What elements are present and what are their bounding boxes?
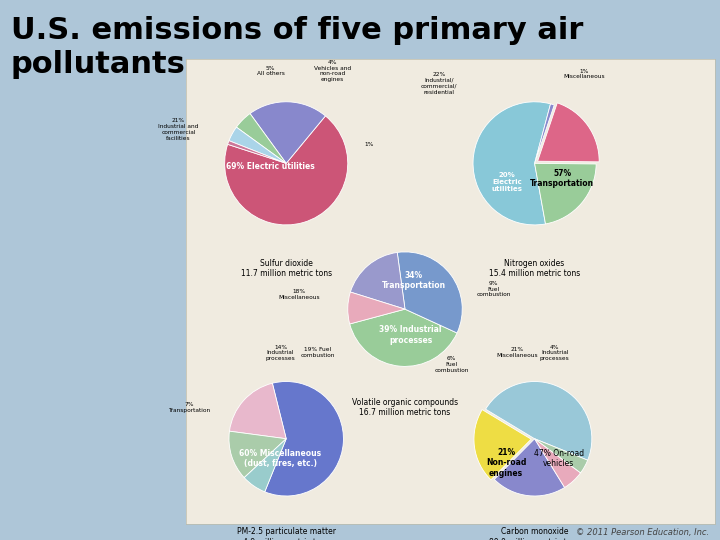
Text: 20%
Electric
utilities: 20% Electric utilities (491, 172, 523, 192)
Wedge shape (229, 431, 287, 478)
Wedge shape (534, 163, 596, 224)
Text: 57%
Transportation: 57% Transportation (530, 169, 595, 188)
Wedge shape (236, 113, 287, 163)
Wedge shape (495, 438, 564, 496)
Wedge shape (351, 252, 405, 309)
Wedge shape (228, 141, 287, 163)
Text: Carbon monoxide
80.0 million metric tons: Carbon monoxide 80.0 million metric tons (489, 528, 580, 540)
Text: 47% On-road
vehicles: 47% On-road vehicles (534, 449, 584, 469)
Wedge shape (229, 127, 287, 163)
Text: 19% Fuel
combustion: 19% Fuel combustion (300, 348, 335, 359)
Text: 4%
Vehicles and
non-road
engines: 4% Vehicles and non-road engines (314, 60, 351, 82)
Text: 34%
Transportation: 34% Transportation (382, 271, 446, 290)
Wedge shape (474, 410, 531, 480)
Wedge shape (244, 438, 287, 492)
Text: 1%
Miscellaneous: 1% Miscellaneous (563, 69, 605, 79)
Wedge shape (485, 382, 592, 460)
Wedge shape (225, 116, 348, 225)
Text: © 2011 Pearson Education, Inc.: © 2011 Pearson Education, Inc. (576, 528, 709, 537)
Text: 4%
Industrial
processes: 4% Industrial processes (540, 345, 570, 361)
Text: PM-2.5 particulate matter
4.9 million metric tons: PM-2.5 particulate matter 4.9 million me… (237, 528, 336, 540)
Wedge shape (538, 103, 599, 162)
Text: 14%
Industrial
processes: 14% Industrial processes (266, 345, 295, 361)
Text: 6%
Fuel
combustion: 6% Fuel combustion (434, 356, 469, 373)
Text: Volatile organic compounds
16.7 million metric tons: Volatile organic compounds 16.7 million … (352, 398, 458, 417)
Text: 1%: 1% (364, 143, 374, 147)
Text: 21%
Industrial and
commercial
facilities: 21% Industrial and commercial facilities (158, 118, 199, 141)
Wedge shape (397, 252, 462, 333)
Text: 69% Electric utilities: 69% Electric utilities (226, 162, 315, 171)
Wedge shape (230, 383, 287, 438)
Wedge shape (534, 104, 554, 163)
Text: 5%
All others: 5% All others (257, 65, 284, 76)
Text: 9%
Fuel
combustion: 9% Fuel combustion (477, 281, 511, 298)
Text: 22%
Industrial/
commercial/
residential: 22% Industrial/ commercial/ residential (421, 72, 457, 94)
Text: Sulfur dioxide
11.7 million metric tons: Sulfur dioxide 11.7 million metric tons (240, 259, 332, 278)
Text: 60% Miscellaneous
(dust, fires, etc.): 60% Miscellaneous (dust, fires, etc.) (240, 449, 322, 469)
Wedge shape (348, 292, 405, 324)
Wedge shape (265, 382, 343, 496)
Wedge shape (473, 102, 551, 225)
Text: 39% Industrial
processes: 39% Industrial processes (379, 325, 442, 345)
Text: 21%
Non-road
engines: 21% Non-road engines (486, 448, 526, 478)
Wedge shape (250, 102, 325, 163)
Wedge shape (534, 438, 588, 473)
Wedge shape (350, 309, 457, 366)
Wedge shape (534, 438, 580, 488)
Text: 21%
Miscellaneous: 21% Miscellaneous (497, 348, 539, 359)
Text: 7%
Transportation: 7% Transportation (168, 402, 210, 413)
Text: 18%
Miscellaneous: 18% Miscellaneous (279, 289, 320, 300)
Text: Nitrogen oxides
15.4 million metric tons: Nitrogen oxides 15.4 million metric tons (489, 259, 580, 278)
Text: U.S. emissions of five primary air
pollutants: U.S. emissions of five primary air pollu… (11, 16, 583, 79)
